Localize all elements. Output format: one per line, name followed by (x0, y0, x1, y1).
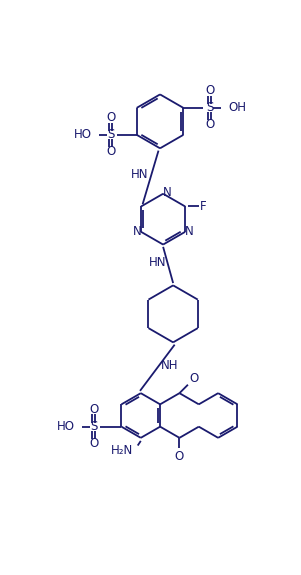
Text: S: S (90, 420, 98, 433)
Text: H₂N: H₂N (111, 444, 133, 457)
Text: O: O (205, 118, 214, 131)
Text: N: N (133, 225, 142, 239)
Text: S: S (206, 101, 213, 114)
Text: HN: HN (131, 168, 149, 181)
Text: NH: NH (160, 359, 178, 372)
Text: S: S (107, 128, 114, 141)
Text: O: O (189, 372, 199, 385)
Text: O: O (89, 403, 98, 416)
Text: HO: HO (57, 420, 75, 433)
Text: O: O (89, 437, 98, 450)
Text: O: O (175, 450, 184, 463)
Text: OH: OH (228, 101, 246, 114)
Text: F: F (200, 200, 207, 213)
Text: O: O (205, 85, 214, 97)
Text: HN: HN (149, 256, 166, 269)
Text: N: N (185, 225, 193, 239)
Text: O: O (106, 112, 115, 124)
Text: O: O (106, 145, 115, 158)
Text: HO: HO (74, 128, 92, 141)
Text: N: N (163, 186, 171, 199)
